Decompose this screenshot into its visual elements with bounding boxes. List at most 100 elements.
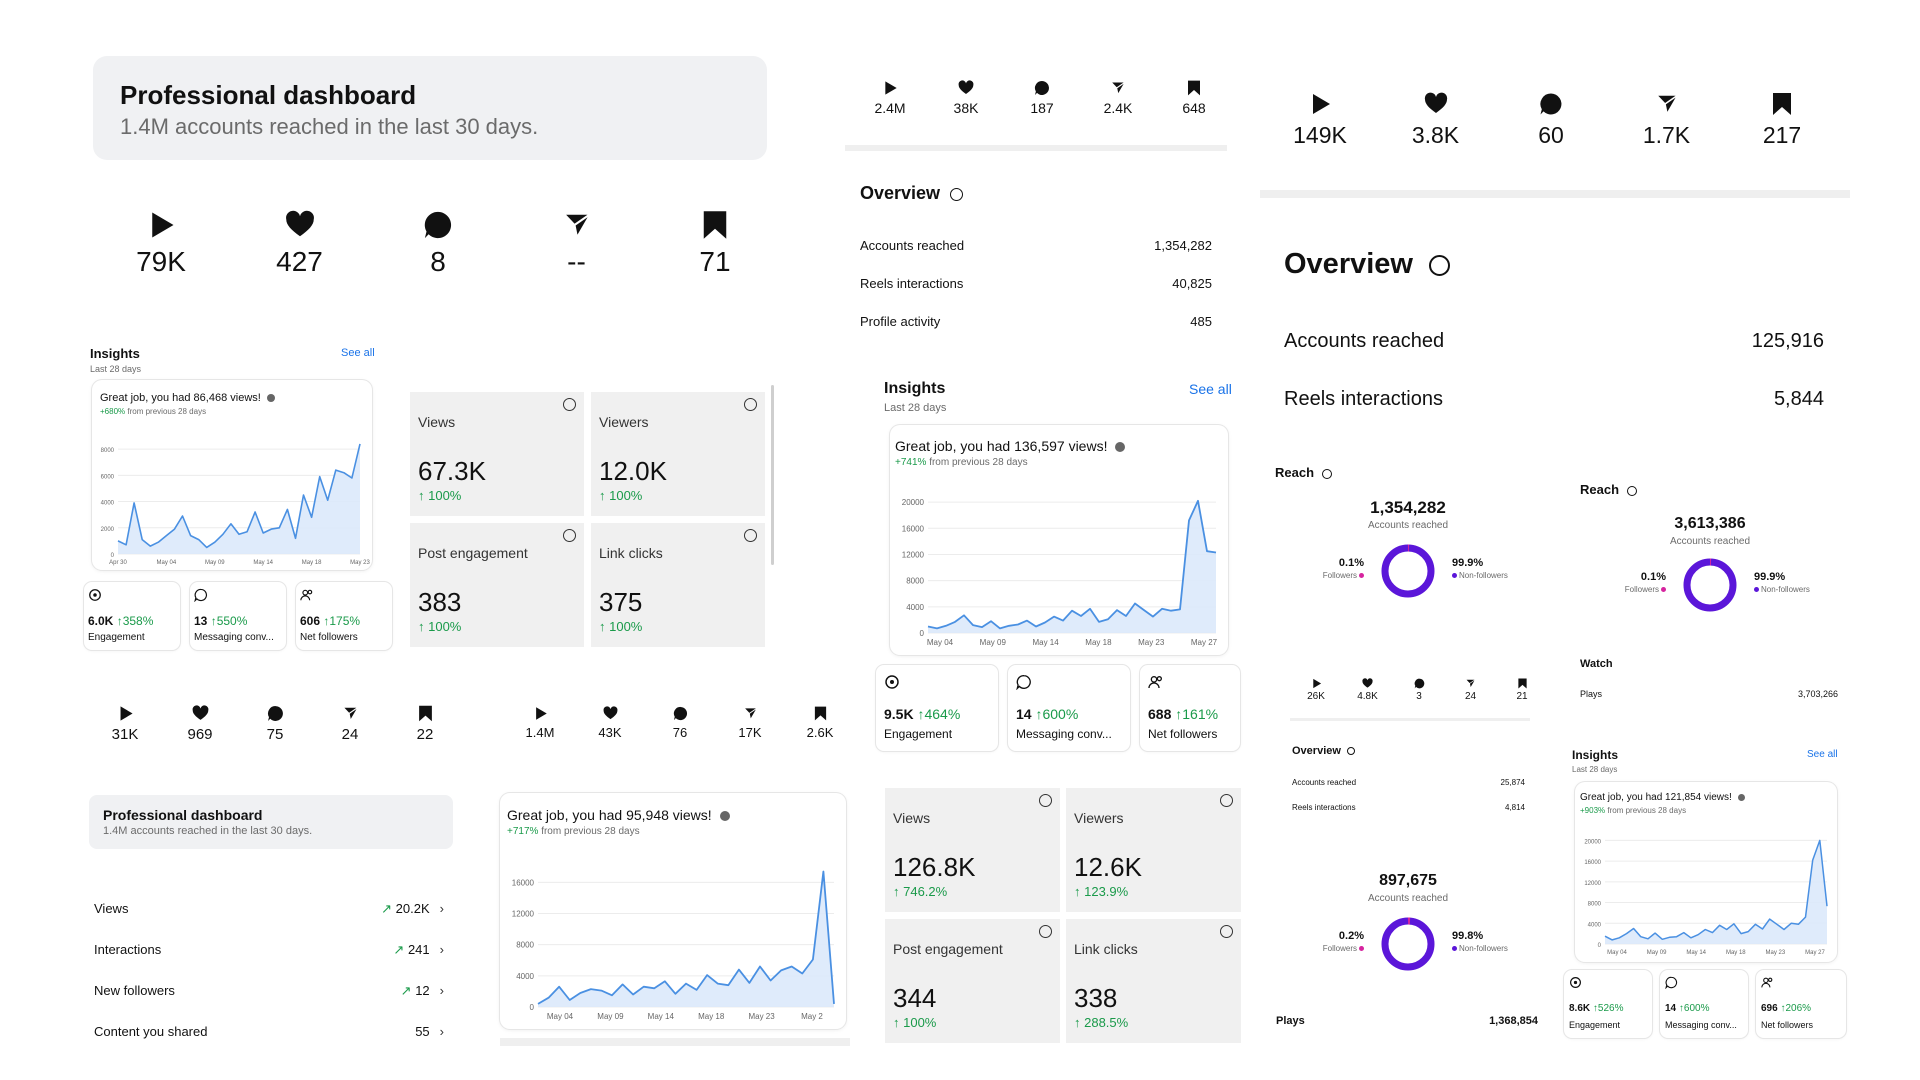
list-item-new-followers[interactable]: New followers ↗ 12 ›: [94, 970, 444, 1011]
stat-plays[interactable]: 1.4M: [520, 706, 560, 740]
info-icon[interactable]: [563, 529, 576, 542]
info-icon[interactable]: [1429, 254, 1451, 276]
plays-label: Plays: [1276, 1015, 1305, 1027]
stat-likes[interactable]: 4.8K: [1355, 678, 1381, 702]
stat-plays[interactable]: 149K: [1290, 92, 1350, 149]
dashboard-header-card[interactable]: Professional dashboard 1.4M accounts rea…: [89, 795, 453, 849]
stat-comments[interactable]: 75: [255, 705, 295, 743]
stat-comments[interactable]: 8: [405, 210, 471, 278]
mini-value: 6.0K: [88, 614, 114, 628]
stat-saves[interactable]: 21: [1509, 678, 1535, 702]
stat-shares[interactable]: 24: [1458, 678, 1484, 702]
list-item-views[interactable]: Views ↗ 20.2K ›: [94, 888, 444, 929]
stat-comments[interactable]: 60: [1521, 92, 1581, 149]
plays-row[interactable]: Plays 1,368,854: [1276, 1015, 1538, 1027]
scrollbar[interactable]: [771, 385, 774, 565]
messaging-card[interactable]: 14 ↑600% Messaging conv...: [1660, 970, 1748, 1038]
tile-link-clicks[interactable]: Link clicks 375 ↑ 100%: [591, 523, 765, 647]
info-icon[interactable]: [1220, 925, 1233, 938]
see-all-link[interactable]: See all: [1189, 381, 1232, 397]
views-chart-card[interactable]: Great job, you had 121,854 views! +903% …: [1575, 782, 1837, 962]
overview-row-reels-interactions[interactable]: Reels interactions 5,844: [1284, 370, 1824, 428]
dashboard-header-card[interactable]: Professional dashboard 1.4M accounts rea…: [93, 56, 767, 160]
list-item-interactions[interactable]: Interactions ↗ 241 ›: [94, 929, 444, 970]
stat-shares[interactable]: 2.4K: [1096, 80, 1140, 116]
tile-views[interactable]: Views 126.8K ↑ 746.2%: [885, 788, 1060, 912]
messaging-card[interactable]: 13 ↑550% Messaging conv...: [190, 582, 286, 650]
chart-headline-text: Great job, you had 136,597 views!: [895, 438, 1108, 454]
info-icon[interactable]: [1115, 442, 1126, 453]
stat-shares[interactable]: 24: [330, 705, 370, 743]
delta-text: from previous 28 days: [541, 826, 640, 837]
engagement-card[interactable]: 6.0K ↑358% Engagement: [84, 582, 180, 650]
list-item-content-shared[interactable]: Content you shared 55 ›: [94, 1011, 444, 1052]
stat-value: 24: [341, 726, 359, 743]
info-icon[interactable]: [563, 398, 576, 411]
overview-row-reels-interactions[interactable]: Reels interactions 40,825: [860, 264, 1212, 302]
stat-saves[interactable]: 2.6K: [800, 706, 840, 740]
stat-saves[interactable]: 22: [405, 705, 445, 743]
net-followers-card[interactable]: 688 ↑161% Net followers: [1140, 665, 1240, 751]
stat-shares[interactable]: --: [544, 210, 610, 278]
info-icon[interactable]: [719, 811, 730, 822]
tile-link-clicks[interactable]: Link clicks 338 ↑ 288.5%: [1066, 919, 1241, 1043]
stat-saves[interactable]: 648: [1172, 80, 1216, 116]
info-icon[interactable]: [1626, 485, 1637, 496]
stat-likes[interactable]: 3.8K: [1406, 92, 1466, 149]
info-icon[interactable]: [1039, 925, 1052, 938]
stat-comments[interactable]: 76: [660, 706, 700, 740]
comment-icon: [424, 211, 452, 239]
stat-plays[interactable]: 31K: [105, 705, 145, 743]
see-all-link[interactable]: See all: [341, 347, 375, 359]
info-icon[interactable]: [1321, 468, 1332, 479]
stat-shares[interactable]: 17K: [730, 706, 770, 740]
messaging-card[interactable]: 14 ↑600% Messaging conv...: [1008, 665, 1130, 751]
stat-shares[interactable]: 1.7K: [1637, 92, 1697, 149]
tile-viewers[interactable]: Viewers 12.0K ↑ 100%: [591, 392, 765, 516]
tile-views[interactable]: Views 67.3K ↑ 100%: [410, 392, 584, 516]
info-icon[interactable]: [744, 529, 757, 542]
see-all-link[interactable]: See all: [1807, 749, 1838, 760]
share-icon: [742, 707, 758, 721]
info-icon[interactable]: [1737, 793, 1745, 801]
stat-likes[interactable]: 38K: [944, 80, 988, 116]
views-chart-card[interactable]: Great job, you had 86,468 views! +680% f…: [92, 380, 372, 570]
stat-likes[interactable]: 43K: [590, 706, 630, 740]
stat-saves[interactable]: 217: [1752, 92, 1812, 149]
tile-post-engagement[interactable]: Post engagement 344 ↑ 100%: [885, 919, 1060, 1043]
overview-row-accounts-reached[interactable]: Accounts reached 1,354,282: [860, 226, 1212, 264]
engagement-card[interactable]: 9.5K ↑464% Engagement: [876, 665, 998, 751]
overview-row-profile-activity[interactable]: Profile activity 485: [860, 302, 1212, 340]
stat-plays[interactable]: 79K: [128, 210, 194, 278]
info-icon[interactable]: [744, 398, 757, 411]
comment-icon: [673, 706, 687, 721]
views-chart-card[interactable]: Great job, you had 95,948 views! +717% f…: [500, 793, 846, 1029]
info-icon[interactable]: [1220, 794, 1233, 807]
views-chart-card[interactable]: Great job, you had 136,597 views! +741% …: [890, 425, 1228, 655]
info-icon[interactable]: [266, 394, 275, 403]
overview-row-accounts-reached[interactable]: Accounts reached 25,874: [1292, 770, 1525, 795]
stat-comments[interactable]: 187: [1020, 80, 1064, 116]
stat-saves[interactable]: 71: [682, 210, 748, 278]
tile-post-engagement[interactable]: Post engagement 383 ↑ 100%: [410, 523, 584, 647]
info-icon[interactable]: [950, 187, 964, 201]
info-icon[interactable]: [1346, 747, 1355, 756]
watch-plays-row[interactable]: Plays 3,703,266: [1580, 689, 1838, 699]
tile-value: 126.8K: [893, 852, 976, 882]
stat-likes[interactable]: 427: [267, 210, 333, 278]
engagement-card[interactable]: 8.6K ↑526% Engagement: [1564, 970, 1652, 1038]
heart-icon: [1424, 92, 1447, 113]
stats-row: 149K 3.8K 60 1.7K 217: [1290, 92, 1812, 149]
overview-row-reels-interactions[interactable]: Reels interactions 4,814: [1292, 795, 1525, 820]
overview-row-accounts-reached[interactable]: Accounts reached 125,916: [1284, 312, 1824, 370]
stat-plays[interactable]: 26K: [1303, 678, 1329, 702]
tile-viewers[interactable]: Viewers 12.6K ↑ 123.9%: [1066, 788, 1241, 912]
stat-comments[interactable]: 3: [1406, 678, 1432, 702]
info-icon[interactable]: [1039, 794, 1052, 807]
net-followers-card[interactable]: 696 ↑206% Net followers: [1756, 970, 1846, 1038]
net-followers-card[interactable]: 606 ↑175% Net followers: [296, 582, 392, 650]
comment-icon: [1034, 80, 1049, 95]
stat-plays[interactable]: 2.4M: [868, 80, 912, 116]
stat-likes[interactable]: 969: [180, 705, 220, 743]
followers-icon: [1761, 977, 1773, 988]
